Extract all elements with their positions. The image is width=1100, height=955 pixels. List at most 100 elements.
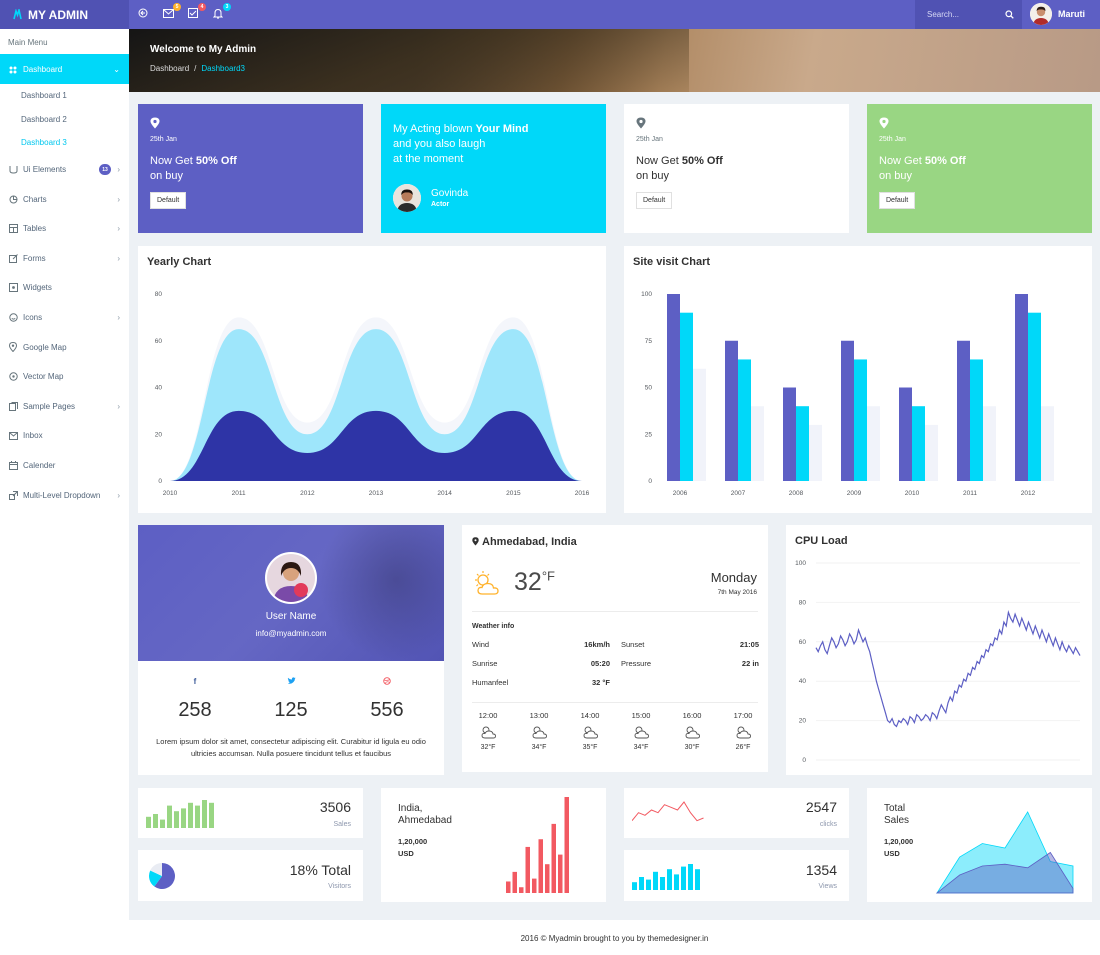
views-bar (688, 864, 693, 890)
menu-toggle-icon[interactable] (137, 7, 149, 19)
sales-bar (209, 802, 214, 828)
india-bar (564, 797, 569, 893)
promo-card-2: 25th Jan Now Get 50% Off on buy Default (624, 104, 849, 233)
india-bar-chart (506, 797, 569, 893)
breadcrumb-dashboard[interactable]: Dashboard (150, 64, 190, 73)
hour-temp: 34°F (531, 744, 547, 751)
chevron-right-icon: › (117, 313, 120, 323)
sidebar-item-label: Ui Elements (23, 165, 67, 175)
facebook-icon: f (193, 677, 197, 686)
india-bar (551, 823, 556, 893)
messages-icon[interactable]: 5 (162, 3, 181, 19)
chevron-right-icon: › (117, 194, 120, 204)
bar-2010-3 (925, 424, 938, 481)
calendar-icon (8, 461, 18, 471)
tasks-icon[interactable]: 4 (187, 3, 206, 19)
user-name: Maruti (1058, 9, 1085, 19)
views-label: Views (818, 883, 837, 890)
map-pin-icon (472, 537, 479, 546)
site-visit-chart-card: Site visit Chart 0 25 50 75 100 2006 2007 2008 2… (624, 246, 1092, 513)
hour-temp: 26°F (735, 744, 751, 751)
sidebar-item-google-map[interactable]: Google Map (0, 332, 129, 362)
india-bar (538, 839, 543, 893)
quote-author-name: Govinda (431, 188, 469, 199)
social-facebook[interactable]: f 258 (145, 677, 245, 722)
area-series-3 (170, 410, 582, 481)
chevron-down-icon: ⌄ (113, 64, 120, 74)
sidebar-item-ui-elements[interactable]: Ui Elements 13 › (0, 155, 129, 185)
weather-temperature: 32°F (514, 568, 555, 596)
india-bar (519, 887, 524, 893)
sidebar-subitem-dashboard-2[interactable]: Dashboard 2 (21, 114, 67, 124)
cloud-icon (519, 722, 559, 742)
default-button[interactable]: Default (636, 192, 673, 209)
total-area-series-1 (936, 811, 1074, 894)
profile-avatar (265, 552, 317, 604)
sidebar-item-label: Tables (23, 224, 47, 234)
pie-slice (149, 870, 162, 887)
sidebar-subitem-dashboard-1[interactable]: Dashboard 1 (21, 91, 67, 101)
hour-time: 12:00 (478, 711, 498, 720)
notifications-icon[interactable]: 3 (212, 3, 231, 19)
twitter-icon (241, 677, 341, 687)
hour-temp: 30°F (684, 744, 700, 751)
india-location: India, Ahmedabad (398, 803, 452, 826)
notifications-badge: 3 (223, 3, 231, 11)
breadcrumb-current: Dashboard3 (201, 64, 245, 73)
sidebar-item-charts[interactable]: Charts › (0, 184, 129, 214)
y-tick-label: 0 (802, 757, 806, 764)
promo-text: Now Get 50% Off on buy (636, 155, 723, 182)
bar-2010-1 (899, 387, 912, 481)
sidebar-item-multi-level-dropdown[interactable]: Multi-Level Dropdown › (0, 480, 129, 510)
views-bar (674, 874, 679, 890)
x-tick-label: 2014 (437, 490, 452, 497)
search-input[interactable] (927, 10, 997, 19)
avatar (1030, 3, 1052, 25)
views-bar (646, 879, 651, 890)
sidebar-item-dashboard[interactable]: Dashboard ⌄ (0, 54, 129, 84)
footer: 2016 © Myadmin brought to you by themede… (129, 920, 1100, 955)
y-tick-label: 80 (799, 599, 807, 606)
sidebar-item-widgets[interactable]: Widgets (0, 273, 129, 303)
weather-row-humanfeel: Humanfeel 32 °F (472, 678, 610, 687)
x-tick-label: 2009 (847, 490, 862, 497)
brand-logo[interactable]: MY ADMIN (0, 0, 129, 29)
hourly-forecast-item: 12:00 32°F (468, 711, 508, 751)
map-pin-icon (150, 117, 160, 129)
default-button[interactable]: Default (150, 192, 187, 209)
profile-email: info@myadmin.com (255, 629, 327, 638)
social-twitter[interactable]: 125 (241, 677, 341, 722)
weather-date: 7th May 2016 (717, 589, 757, 596)
x-tick-label: 2016 (575, 490, 590, 497)
user-profile-menu[interactable]: Maruti (1030, 3, 1085, 25)
dashboard-icon (8, 64, 18, 74)
sidebar-subitem-dashboard-3[interactable]: Dashboard 3 (21, 138, 67, 148)
sidebar-item-calender[interactable]: Calender (0, 451, 129, 481)
clicks-line (632, 801, 704, 822)
sidebar-item-inbox[interactable]: Inbox (0, 421, 129, 451)
india-value: 1,20,000 (398, 837, 428, 846)
yearly-chart-title: Yearly Chart (147, 256, 212, 268)
hour-time: 13:00 (529, 711, 549, 720)
default-button[interactable]: Default (879, 192, 916, 209)
search-icon[interactable] (1005, 10, 1014, 19)
sidebar-item-forms[interactable]: Forms › (0, 244, 129, 274)
social-dribbble[interactable]: 556 (337, 677, 437, 722)
clicks-label: clicks (819, 821, 837, 828)
sales-bar (195, 805, 200, 828)
x-tick-label: 2007 (731, 490, 746, 497)
bar-2007-1 (725, 340, 738, 481)
sidebar-item-tables[interactable]: Tables › (0, 214, 129, 244)
y-tick-label: 60 (155, 338, 163, 345)
cpu-line-series (815, 609, 1081, 728)
sidebar-item-icons[interactable]: Icons › (0, 303, 129, 333)
hourly-forecast-item: 14:00 35°F (570, 711, 610, 751)
total-sales-title: Total Sales (884, 803, 910, 826)
profile-header: User Name info@myadmin.com (138, 525, 444, 661)
sidebar-item-vector-map[interactable]: Vector Map (0, 362, 129, 392)
avatar (393, 184, 421, 212)
site-visit-chart-title: Site visit Chart (633, 256, 711, 268)
sidebar-item-label: Sample Pages (23, 401, 76, 411)
sidebar-item-sample-pages[interactable]: Sample Pages › (0, 392, 129, 422)
weather-row-sunset: Sunset 21:05 (621, 640, 759, 649)
